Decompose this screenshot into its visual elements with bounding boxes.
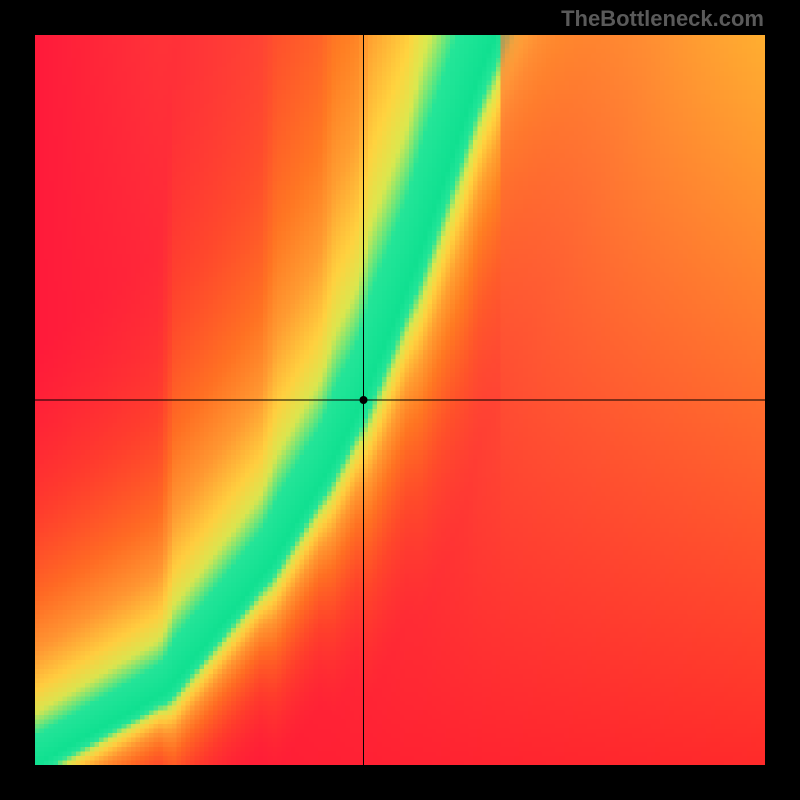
watermark-text: TheBottleneck.com [561,6,764,32]
bottleneck-heatmap [35,35,765,765]
chart-container: TheBottleneck.com [0,0,800,800]
